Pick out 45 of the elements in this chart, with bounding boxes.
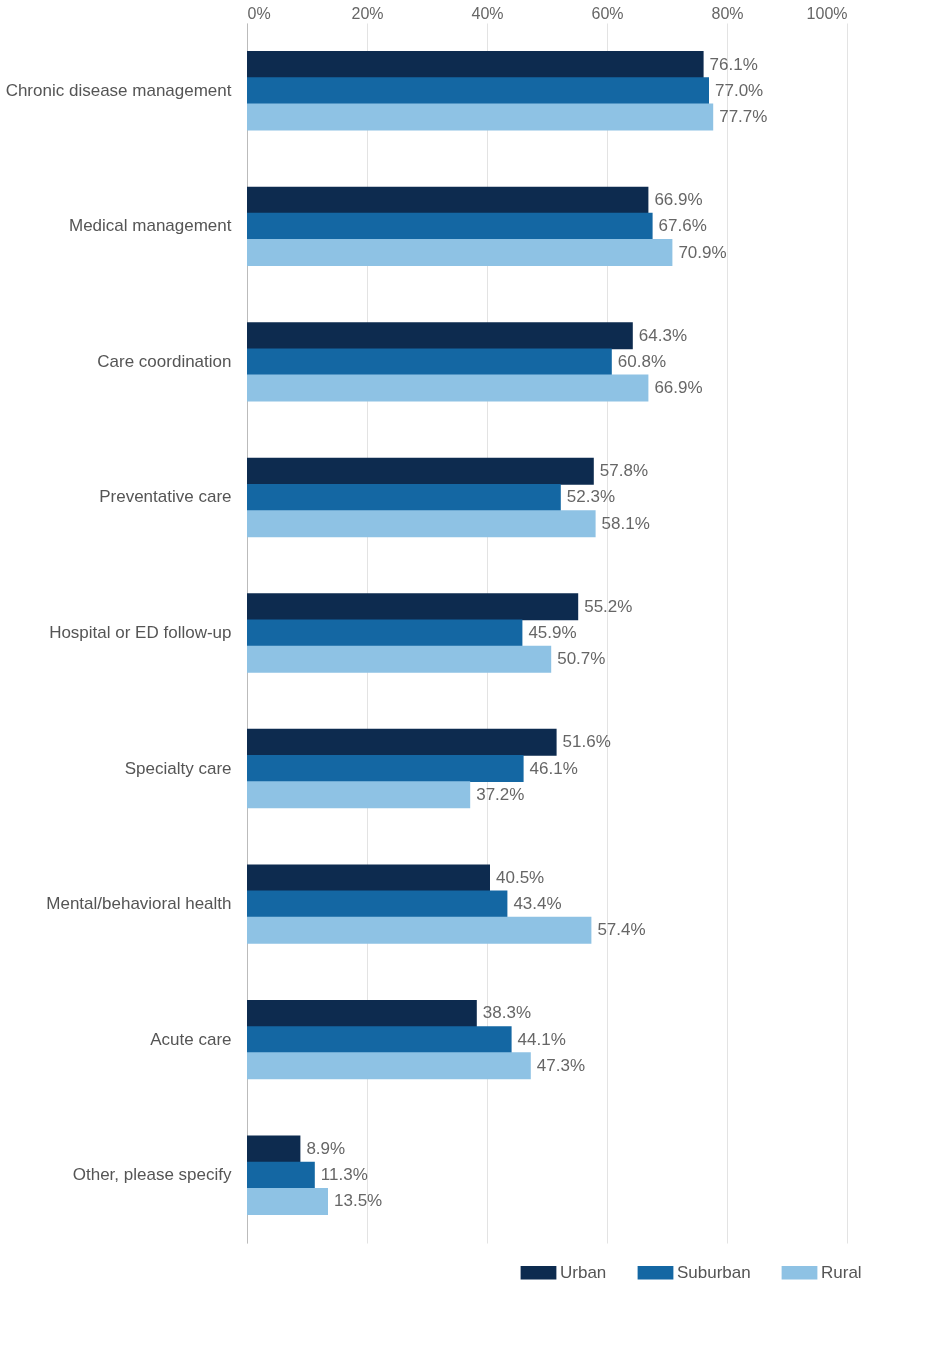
data-label: 11.3%	[320, 1165, 368, 1185]
x-tick-label: 60%	[591, 4, 624, 22]
data-label: 55.2%	[584, 596, 633, 616]
legend-label: Suburban	[677, 1262, 751, 1282]
y-tick-label: Medical management	[68, 216, 232, 236]
data-label: 50.7%	[557, 649, 606, 669]
y-tick-label: Other, please specify	[72, 1165, 232, 1185]
data-label: 52.3%	[566, 487, 615, 507]
data-label: 43.4%	[513, 894, 562, 914]
y-tick-label: Acute care	[150, 1029, 232, 1049]
legend-label: Urban	[560, 1262, 607, 1282]
x-tick-label: 40%	[471, 4, 504, 22]
y-tick-label: Preventative care	[99, 487, 232, 507]
y-tick-label: Mental/behavioral health	[46, 894, 232, 914]
data-label: 60.8%	[617, 351, 666, 371]
data-label: 66.9%	[654, 190, 703, 210]
y-tick-label: Care coordination	[97, 351, 232, 371]
data-label: 37.2%	[476, 784, 525, 804]
data-label: 13.5%	[334, 1191, 383, 1211]
x-tick-label: 100%	[806, 4, 848, 22]
data-label: 77.7%	[719, 106, 768, 126]
data-label: 57.4%	[597, 920, 646, 940]
data-label: 76.1%	[709, 54, 758, 74]
data-label: 57.8%	[599, 461, 648, 481]
data-label: 51.6%	[562, 732, 611, 752]
x-tick-label: 80%	[711, 4, 744, 22]
data-label: 46.1%	[529, 758, 578, 778]
x-tick-label: 0%	[247, 4, 271, 22]
y-tick-label: Hospital or ED follow-up	[49, 623, 232, 642]
data-label: 66.9%	[654, 378, 703, 398]
data-label: 40.5%	[496, 867, 545, 887]
data-label: 58.1%	[601, 513, 650, 533]
data-label: 8.9%	[306, 1139, 346, 1159]
data-label: 45.9%	[528, 623, 577, 642]
data-label: 77.0%	[715, 80, 764, 100]
data-label: 70.9%	[678, 242, 727, 262]
data-label: 64.3%	[638, 325, 687, 345]
data-label: 47.3%	[536, 1055, 585, 1075]
data-label: 44.1%	[517, 1029, 566, 1049]
x-tick-label: 20%	[351, 4, 384, 22]
data-label: 67.6%	[658, 216, 707, 236]
legend-label: Rural	[821, 1262, 862, 1282]
y-tick-label: Chronic disease management	[5, 80, 232, 100]
y-tick-label: Specialty care	[124, 758, 232, 778]
data-label: 38.3%	[482, 1003, 531, 1023]
